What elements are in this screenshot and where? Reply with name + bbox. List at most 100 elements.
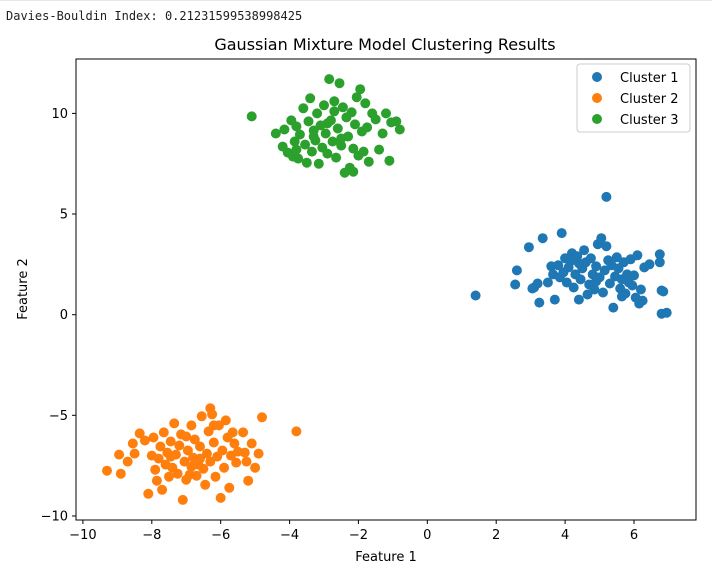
data-point-cluster-2-7	[134, 428, 145, 439]
data-point-cluster-1-32	[585, 253, 596, 264]
data-point-cluster-1-48	[611, 252, 622, 263]
data-point-cluster-3-4	[279, 124, 290, 135]
data-point-cluster-1-22	[568, 282, 579, 293]
data-point-cluster-3-45	[355, 84, 366, 95]
data-point-cluster-2-4	[122, 456, 133, 467]
data-point-cluster-2-16	[157, 484, 168, 495]
data-point-cluster-2-26	[174, 440, 185, 451]
data-point-cluster-3-40	[346, 107, 357, 118]
data-point-cluster-2-2	[114, 449, 125, 460]
data-point-cluster-2-59	[231, 457, 242, 468]
data-point-cluster-3-24	[319, 100, 329, 111]
y-axis-ticks: −10 −5 0 5 10	[41, 107, 76, 525]
x-tick-label: −2	[349, 528, 368, 543]
data-point-cluster-2-8	[139, 435, 150, 446]
data-point-cluster-3-34	[336, 140, 347, 151]
data-point-cluster-3-52	[370, 114, 381, 125]
data-point-cluster-2-63	[241, 456, 252, 467]
data-point-cluster-2-58	[229, 438, 240, 449]
y-tick-label: −5	[49, 409, 68, 424]
data-point-cluster-2-72	[195, 453, 205, 464]
data-point-cluster-3-14	[301, 157, 312, 168]
data-point-cluster-3-11	[294, 129, 305, 140]
data-point-cluster-3-60	[336, 133, 347, 144]
legend-label-cluster-1: Cluster 1	[620, 71, 679, 86]
y-tick-label: 5	[60, 208, 68, 223]
davies-bouldin-output: Davies-Bouldin Index: 0.2123159953899842…	[6, 9, 303, 23]
data-point-cluster-1-69	[658, 286, 669, 297]
data-point-cluster-2-39	[196, 411, 207, 422]
data-point-cluster-2-31	[182, 445, 193, 456]
data-point-cluster-3-49	[362, 122, 373, 133]
data-point-cluster-1-26	[575, 274, 586, 285]
x-axis-ticks: −10 −8 −6 −4 −2 0 2 4 6	[69, 520, 638, 543]
data-point-cluster-1-28	[579, 245, 590, 256]
x-tick-label: 4	[561, 528, 569, 543]
data-point-cluster-2-17	[158, 427, 169, 438]
data-point-cluster-3-64	[329, 96, 340, 107]
data-point-cluster-1-42	[601, 191, 612, 202]
data-point-cluster-2-36	[191, 470, 202, 481]
legend-marker-cluster-2	[592, 93, 602, 103]
data-point-cluster-1-58	[629, 270, 639, 281]
data-point-cluster-3-33	[334, 78, 345, 89]
data-point-cluster-1-7	[534, 297, 545, 308]
legend-marker-cluster-1	[592, 72, 602, 82]
data-point-cluster-2-40	[198, 463, 209, 474]
data-point-cluster-3-26	[322, 148, 333, 159]
data-point-cluster-3-25	[320, 128, 331, 139]
data-point-cluster-3-48	[360, 98, 371, 109]
data-point-cluster-1-30	[582, 289, 593, 300]
data-point-cluster-3-15	[303, 116, 314, 127]
data-point-cluster-1-25	[573, 294, 584, 305]
data-point-cluster-3-13	[300, 139, 311, 150]
data-point-cluster-3-56	[384, 155, 395, 166]
data-point-cluster-1-34	[589, 284, 600, 295]
data-point-cluster-2-51	[217, 445, 228, 456]
data-point-cluster-2-33	[186, 420, 197, 431]
x-tick-label: −8	[142, 528, 161, 543]
data-point-cluster-2-69	[291, 426, 302, 437]
data-point-cluster-1-15	[556, 228, 567, 239]
data-point-cluster-3-21	[313, 158, 324, 169]
data-point-cluster-1-13	[553, 260, 564, 271]
data-point-cluster-2-68	[257, 412, 267, 423]
x-axis-label: Feature 1	[355, 550, 417, 565]
data-point-cluster-2-38	[195, 441, 205, 452]
data-point-cluster-3-8	[289, 136, 300, 147]
series-cluster-3	[246, 74, 405, 178]
data-point-cluster-3-10	[293, 153, 304, 164]
x-tick-label: −6	[211, 528, 230, 543]
data-point-cluster-1-57	[627, 280, 638, 291]
data-point-cluster-2-44	[205, 456, 216, 467]
data-point-cluster-2-11	[148, 432, 159, 443]
data-point-cluster-2-61	[238, 427, 249, 438]
data-point-cluster-2-55	[224, 482, 235, 493]
legend-label-cluster-3: Cluster 3	[620, 113, 679, 128]
data-point-cluster-1-2	[510, 279, 521, 290]
data-point-cluster-2-74	[186, 461, 197, 472]
data-point-cluster-1-66	[654, 249, 665, 260]
data-point-cluster-1-65	[644, 259, 655, 270]
data-point-cluster-2-41	[200, 479, 211, 490]
data-point-cluster-1-71	[661, 307, 672, 318]
data-point-cluster-3-31	[331, 152, 342, 163]
data-point-cluster-1-20	[565, 256, 576, 267]
data-point-cluster-1-8	[537, 233, 548, 244]
data-point-cluster-1-9	[542, 277, 553, 288]
data-point-cluster-3-27	[324, 74, 335, 85]
data-point-cluster-2-6	[129, 448, 140, 459]
data-point-cluster-3-1	[246, 111, 257, 122]
data-point-cluster-3-2	[270, 128, 281, 139]
legend-marker-cluster-3	[592, 114, 602, 124]
legend-box	[576, 63, 691, 133]
x-tick-label: 0	[423, 528, 431, 543]
data-point-cluster-3-20	[312, 108, 323, 119]
data-point-cluster-1-74	[591, 276, 602, 287]
data-point-cluster-2-67	[253, 448, 264, 459]
data-point-cluster-1-60	[632, 250, 643, 261]
data-point-cluster-2-57	[227, 427, 238, 438]
data-point-cluster-1-35	[591, 261, 602, 272]
data-point-cluster-3-59	[394, 124, 405, 135]
